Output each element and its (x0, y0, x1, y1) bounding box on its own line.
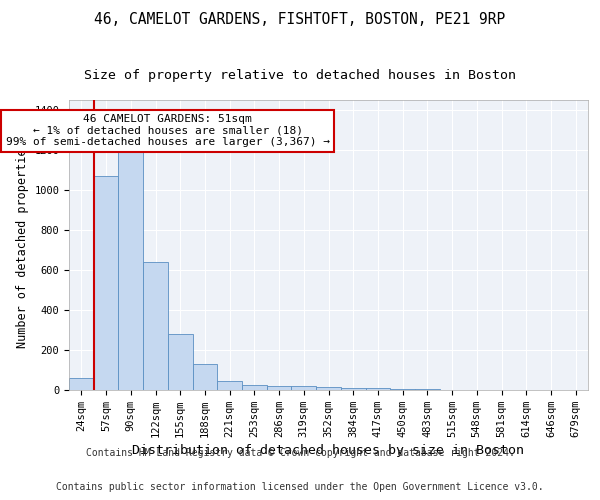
Bar (292, 386, 316, 390)
Bar (94, 176, 118, 390)
Bar (316, 387, 341, 390)
Bar (217, 381, 242, 390)
Bar (365, 388, 390, 390)
Text: Contains HM Land Registry data © Crown copyright and database right 2024.: Contains HM Land Registry data © Crown c… (86, 448, 514, 458)
Y-axis label: Number of detached properties: Number of detached properties (16, 142, 29, 348)
Bar (168, 334, 193, 390)
Bar (341, 388, 365, 390)
Bar (193, 364, 217, 390)
X-axis label: Distribution of detached houses by size in Boston: Distribution of detached houses by size … (133, 444, 524, 457)
Bar (242, 385, 267, 390)
Text: 46, CAMELOT GARDENS, FISHTOFT, BOSTON, PE21 9RP: 46, CAMELOT GARDENS, FISHTOFT, BOSTON, P… (94, 12, 506, 28)
Bar (390, 389, 415, 390)
Text: Contains public sector information licensed under the Open Government Licence v3: Contains public sector information licen… (56, 482, 544, 492)
Bar (69, 378, 94, 390)
Bar (118, 150, 143, 390)
Bar (143, 262, 168, 390)
Text: 46 CAMELOT GARDENS: 51sqm
← 1% of detached houses are smaller (18)
99% of semi-d: 46 CAMELOT GARDENS: 51sqm ← 1% of detach… (6, 114, 330, 147)
Bar (267, 386, 292, 390)
Text: Size of property relative to detached houses in Boston: Size of property relative to detached ho… (84, 70, 516, 82)
